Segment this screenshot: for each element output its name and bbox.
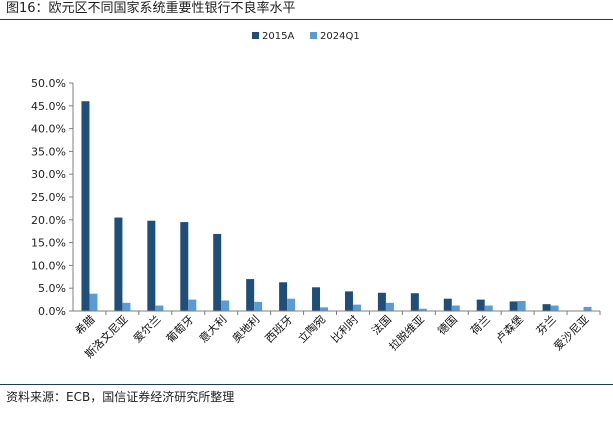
bar-series2 (89, 293, 98, 311)
bar-series2 (122, 302, 131, 311)
legend-swatch (310, 32, 317, 39)
y-tick-label: 25.0% (31, 191, 66, 204)
bar-series2 (287, 298, 296, 311)
y-tick-label: 10.0% (31, 259, 66, 272)
top-rule (0, 19, 613, 20)
legend-label: 2024Q1 (320, 31, 360, 42)
bars-group (81, 101, 592, 312)
y-tick-label: 20.0% (31, 214, 66, 227)
figure-source: 资料来源：ECB，国信证券经济研究所整理 (6, 390, 235, 404)
x-category-label: 奥地利 (229, 312, 262, 345)
bar-series2 (155, 305, 164, 311)
bar-series1 (279, 282, 288, 311)
x-category-label: 比利时 (329, 313, 362, 346)
y-tick-label: 5.0% (38, 282, 66, 295)
x-category-label: 拉脱维亚 (386, 312, 427, 353)
x-category-label: 葡萄牙 (164, 313, 197, 346)
x-category-label: 芬兰 (534, 313, 559, 338)
y-tick-label: 40.0% (31, 123, 66, 136)
bar-series2 (352, 304, 361, 311)
bar-series1 (81, 101, 90, 312)
bar-series2 (320, 307, 329, 311)
bar-series1 (246, 279, 255, 311)
figure-title: 图16：欧元区不同国家系统重要性银行不良率水平 (6, 1, 296, 16)
y-tick-label: 35.0% (31, 145, 66, 158)
bar-series2 (188, 299, 197, 311)
bar-series2 (385, 302, 394, 311)
bar-series1 (114, 217, 123, 311)
bar-series2 (484, 305, 493, 311)
bar-series1 (410, 293, 419, 311)
bar-series1 (312, 287, 321, 311)
bar-series1 (213, 233, 222, 311)
chart-legend: 2015A 2024Q1 (252, 31, 360, 42)
bar-series1 (509, 301, 518, 311)
x-category-label: 立陶宛 (295, 312, 328, 345)
bar-chart: 2015A 2024Q1 0.0% 5.0% 10.0% 15.0% 20.0% 25.0%… (31, 31, 601, 361)
bottom-rule (0, 384, 613, 385)
bar-series1 (476, 299, 485, 311)
bar-series2 (517, 300, 526, 311)
x-category-label: 爱沙尼亚 (551, 313, 591, 353)
bar-series1 (377, 292, 386, 311)
y-axis: 0.0% 5.0% 10.0% 15.0% 20.0% 25.0% 30.0% 35.0% 40… (31, 77, 74, 318)
y-tick-label: 50.0% (31, 77, 66, 90)
x-category-label: 卢森堡 (493, 312, 526, 345)
bar-series2 (550, 305, 559, 311)
y-tick-label: 45.0% (31, 100, 66, 113)
bar-series2 (254, 301, 263, 311)
x-category-label: 爱尔兰 (131, 313, 164, 346)
y-tick-label: 0.0% (38, 305, 66, 318)
legend-label: 2015A (262, 31, 294, 42)
bar-series2 (451, 305, 460, 311)
bar-series1 (147, 220, 156, 311)
x-category-label: 法国 (369, 312, 394, 337)
x-category-label: 荷兰 (468, 313, 493, 338)
legend-swatch (252, 32, 259, 39)
bar-series2 (418, 308, 427, 311)
x-category-label: 希腊 (72, 312, 97, 337)
bar-series1 (542, 304, 551, 311)
bar-series1 (180, 222, 189, 311)
bar-series1 (344, 291, 353, 311)
bar-series2 (221, 300, 230, 311)
y-tick-label: 30.0% (31, 168, 66, 181)
y-tick-label: 15.0% (31, 237, 66, 250)
x-category-label: 西班牙 (263, 313, 296, 346)
x-category-label: 意大利 (196, 312, 229, 345)
x-category-label: 德国 (434, 312, 459, 337)
bar-series1 (443, 298, 452, 311)
bar-series2 (583, 306, 592, 311)
